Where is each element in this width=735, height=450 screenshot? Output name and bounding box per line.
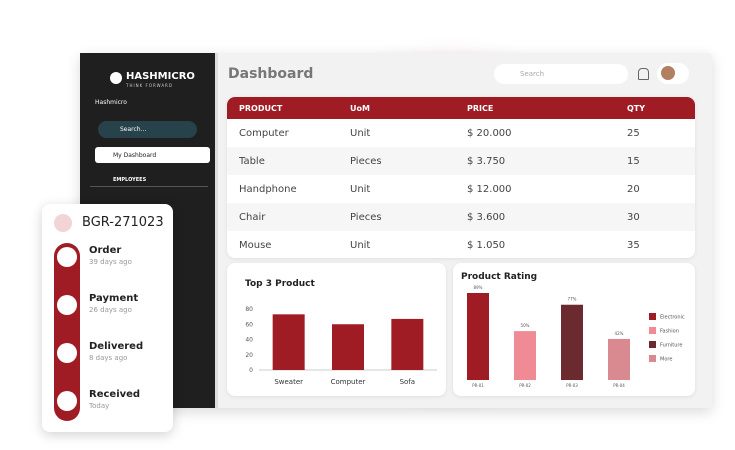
- header-search-text: Search: [520, 70, 545, 78]
- table-cell: 30: [627, 212, 640, 223]
- order-card: BGR-271023 Order 39 days ago Payment 26 day…: [42, 204, 173, 432]
- step-label: Received: [89, 389, 141, 400]
- bell-icon[interactable]: [638, 68, 649, 80]
- company-select[interactable]: Hashmicro: [95, 99, 127, 106]
- table-cell: Mouse: [239, 240, 272, 251]
- chart-title: Top 3 Product: [245, 279, 316, 289]
- x-tick-label: PR-01: [472, 383, 484, 388]
- x-tick-label: Computer: [331, 378, 366, 386]
- column-header: PRICE: [467, 104, 494, 113]
- column-header: UoM: [350, 104, 370, 113]
- table-cell: Handphone: [239, 184, 297, 195]
- step-time: 39 days ago: [89, 258, 132, 266]
- step-time: 8 days ago: [89, 354, 128, 362]
- table-cell: Unit: [350, 128, 371, 139]
- logo-icon: [110, 72, 122, 84]
- chart-card: Product Rating 89% PR-01 50% PR-02 77% PR-03 42…: [453, 263, 695, 396]
- column-header: QTY: [627, 104, 646, 113]
- row-stripe: [227, 203, 695, 231]
- x-tick-label: PR-02: [519, 383, 531, 388]
- y-tick-label: 0: [249, 367, 253, 374]
- x-tick-label: Sofa: [400, 378, 415, 386]
- table-cell: $ 12.000: [467, 184, 512, 195]
- legend-swatch: [649, 327, 656, 334]
- brand: HASHMICRO: [126, 71, 195, 82]
- legend-label: Electronic: [660, 315, 685, 321]
- avatar: [661, 66, 675, 80]
- step-time: Today: [89, 402, 110, 410]
- legend-swatch: [649, 313, 656, 320]
- table-cell: 15: [627, 156, 640, 167]
- table-cell: $ 20.000: [467, 128, 512, 139]
- step-dot: [57, 391, 77, 411]
- sidebar-search-text: Search...: [120, 126, 147, 133]
- step-label: Payment: [89, 293, 139, 304]
- menu-item[interactable]: My Dashboard: [95, 147, 210, 163]
- avatar-menu[interactable]: [657, 63, 689, 84]
- table-cell: Table: [239, 156, 265, 167]
- row-stripe: [227, 147, 695, 175]
- step-label: Order: [89, 245, 122, 256]
- chart-card: Top 3 Product 0 20 40 60 80 Sweater Computer Sof…: [227, 263, 446, 396]
- value-label: 77%: [568, 297, 577, 302]
- table-cell: Computer: [239, 128, 289, 139]
- table-cell: $ 1.050: [467, 240, 506, 251]
- y-tick-label: 20: [245, 352, 253, 359]
- table-cell: 20: [627, 184, 640, 195]
- table-header: PRODUCT UoM PRICE QTY: [227, 97, 695, 119]
- table-cell: 35: [627, 240, 640, 251]
- bar: [514, 331, 536, 380]
- step-dot: [57, 247, 77, 267]
- legend-label: More: [660, 357, 672, 363]
- table-cell: Chair: [239, 212, 266, 223]
- table-cell: $ 3.600: [467, 212, 506, 223]
- step-time: 26 days ago: [89, 306, 132, 314]
- order-id: BGR-271023: [82, 215, 164, 230]
- bar: [332, 324, 364, 370]
- page-title: Dashboard: [228, 66, 314, 82]
- legend-swatch: [649, 341, 656, 348]
- sidebar-search[interactable]: Search...: [98, 121, 197, 138]
- y-tick-label: 40: [245, 337, 253, 344]
- menu-label[interactable]: EMPLOYEES: [113, 177, 147, 183]
- bar: [467, 293, 489, 380]
- bar: [561, 304, 583, 380]
- legend-label: Fashion: [660, 329, 679, 335]
- x-tick-label: PR-03: [566, 383, 578, 388]
- table-cell: Pieces: [350, 156, 382, 167]
- y-tick-label: 80: [245, 306, 253, 313]
- step-dot: [57, 295, 77, 315]
- value-label: 89%: [474, 285, 483, 290]
- column-header: PRODUCT: [239, 104, 283, 113]
- tagline: THINK FORWARD: [126, 83, 173, 88]
- divider: [90, 186, 208, 187]
- chart-title: Product Rating: [461, 272, 537, 282]
- table-cell: 25: [627, 128, 640, 139]
- header-search[interactable]: Search: [494, 64, 628, 84]
- legend-swatch: [649, 355, 656, 362]
- legend-label: Furniture: [660, 343, 682, 349]
- step-dot: [57, 343, 77, 363]
- y-tick-label: 60: [245, 321, 253, 328]
- table-cell: Pieces: [350, 212, 382, 223]
- value-label: 50%: [521, 323, 530, 328]
- value-label: 42%: [615, 331, 624, 336]
- x-tick-label: Sweater: [274, 378, 303, 386]
- chart: Product Rating 89% PR-01 50% PR-02 77% PR-03 42…: [461, 272, 685, 388]
- bar: [391, 318, 424, 370]
- product-table: PRODUCT UoM PRICE QTY Computer Unit $ 20.000 2…: [227, 97, 695, 258]
- bar: [608, 338, 630, 380]
- step-label: Delivered: [89, 341, 144, 352]
- table-cell: Unit: [350, 240, 371, 251]
- order-icon: [54, 214, 72, 232]
- table-cell: $ 3.750: [467, 156, 506, 167]
- menu-label: My Dashboard: [113, 152, 157, 159]
- table-cell: Unit: [350, 184, 371, 195]
- x-tick-label: PR-04: [613, 383, 625, 388]
- bar: [272, 314, 305, 370]
- chart: Top 3 Product 0 20 40 60 80 Sweater Computer Sof…: [245, 279, 437, 386]
